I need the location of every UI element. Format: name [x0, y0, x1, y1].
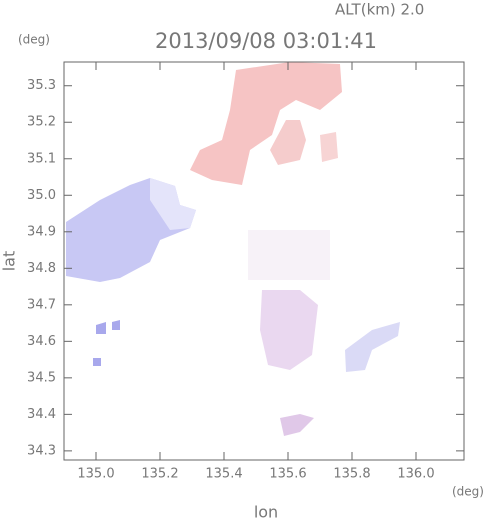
x-unit: (deg)	[452, 485, 484, 499]
echo-region	[93, 320, 120, 366]
y-tick-label: 34.3	[27, 443, 56, 458]
y-axis-label: lat	[0, 251, 19, 272]
echo-region	[320, 132, 338, 162]
y-tick-label: 34.9	[27, 224, 56, 239]
y-tick-label: 34.5	[27, 370, 56, 385]
y-tick-label: 34.7	[27, 297, 56, 312]
y-tick-label: 35.0	[27, 188, 56, 203]
x-tick-label: 135.8	[333, 467, 370, 482]
echo-region	[260, 290, 318, 370]
echo-region	[150, 178, 196, 230]
echo-region	[270, 120, 306, 165]
x-tick-label: 135.6	[269, 467, 306, 482]
y-tick-label: 35.3	[27, 78, 56, 93]
x-axis-label: lon	[254, 503, 278, 522]
echo-region	[190, 62, 342, 185]
echo-region	[248, 230, 330, 280]
echo-region	[280, 414, 314, 436]
y-tick-label: 35.1	[27, 151, 56, 166]
y-unit: (deg)	[18, 33, 50, 47]
chart-title: 2013/09/08 03:01:41	[155, 29, 377, 53]
y-tick-label: 34.4	[27, 407, 56, 422]
x-tick-label: 136.0	[397, 467, 434, 482]
x-tick-label: 135.2	[141, 467, 178, 482]
plot-frame	[63, 61, 465, 461]
y-tick-label: 34.6	[27, 334, 56, 349]
y-tick-label: 34.8	[27, 261, 56, 276]
echo-regions	[66, 62, 400, 436]
echo-region	[345, 322, 400, 372]
altitude-label: ALT(km) 2.0	[335, 1, 424, 19]
x-tick-label: 135.0	[77, 467, 114, 482]
x-tick-label: 135.4	[205, 467, 242, 482]
y-tick-label: 35.2	[27, 115, 56, 130]
